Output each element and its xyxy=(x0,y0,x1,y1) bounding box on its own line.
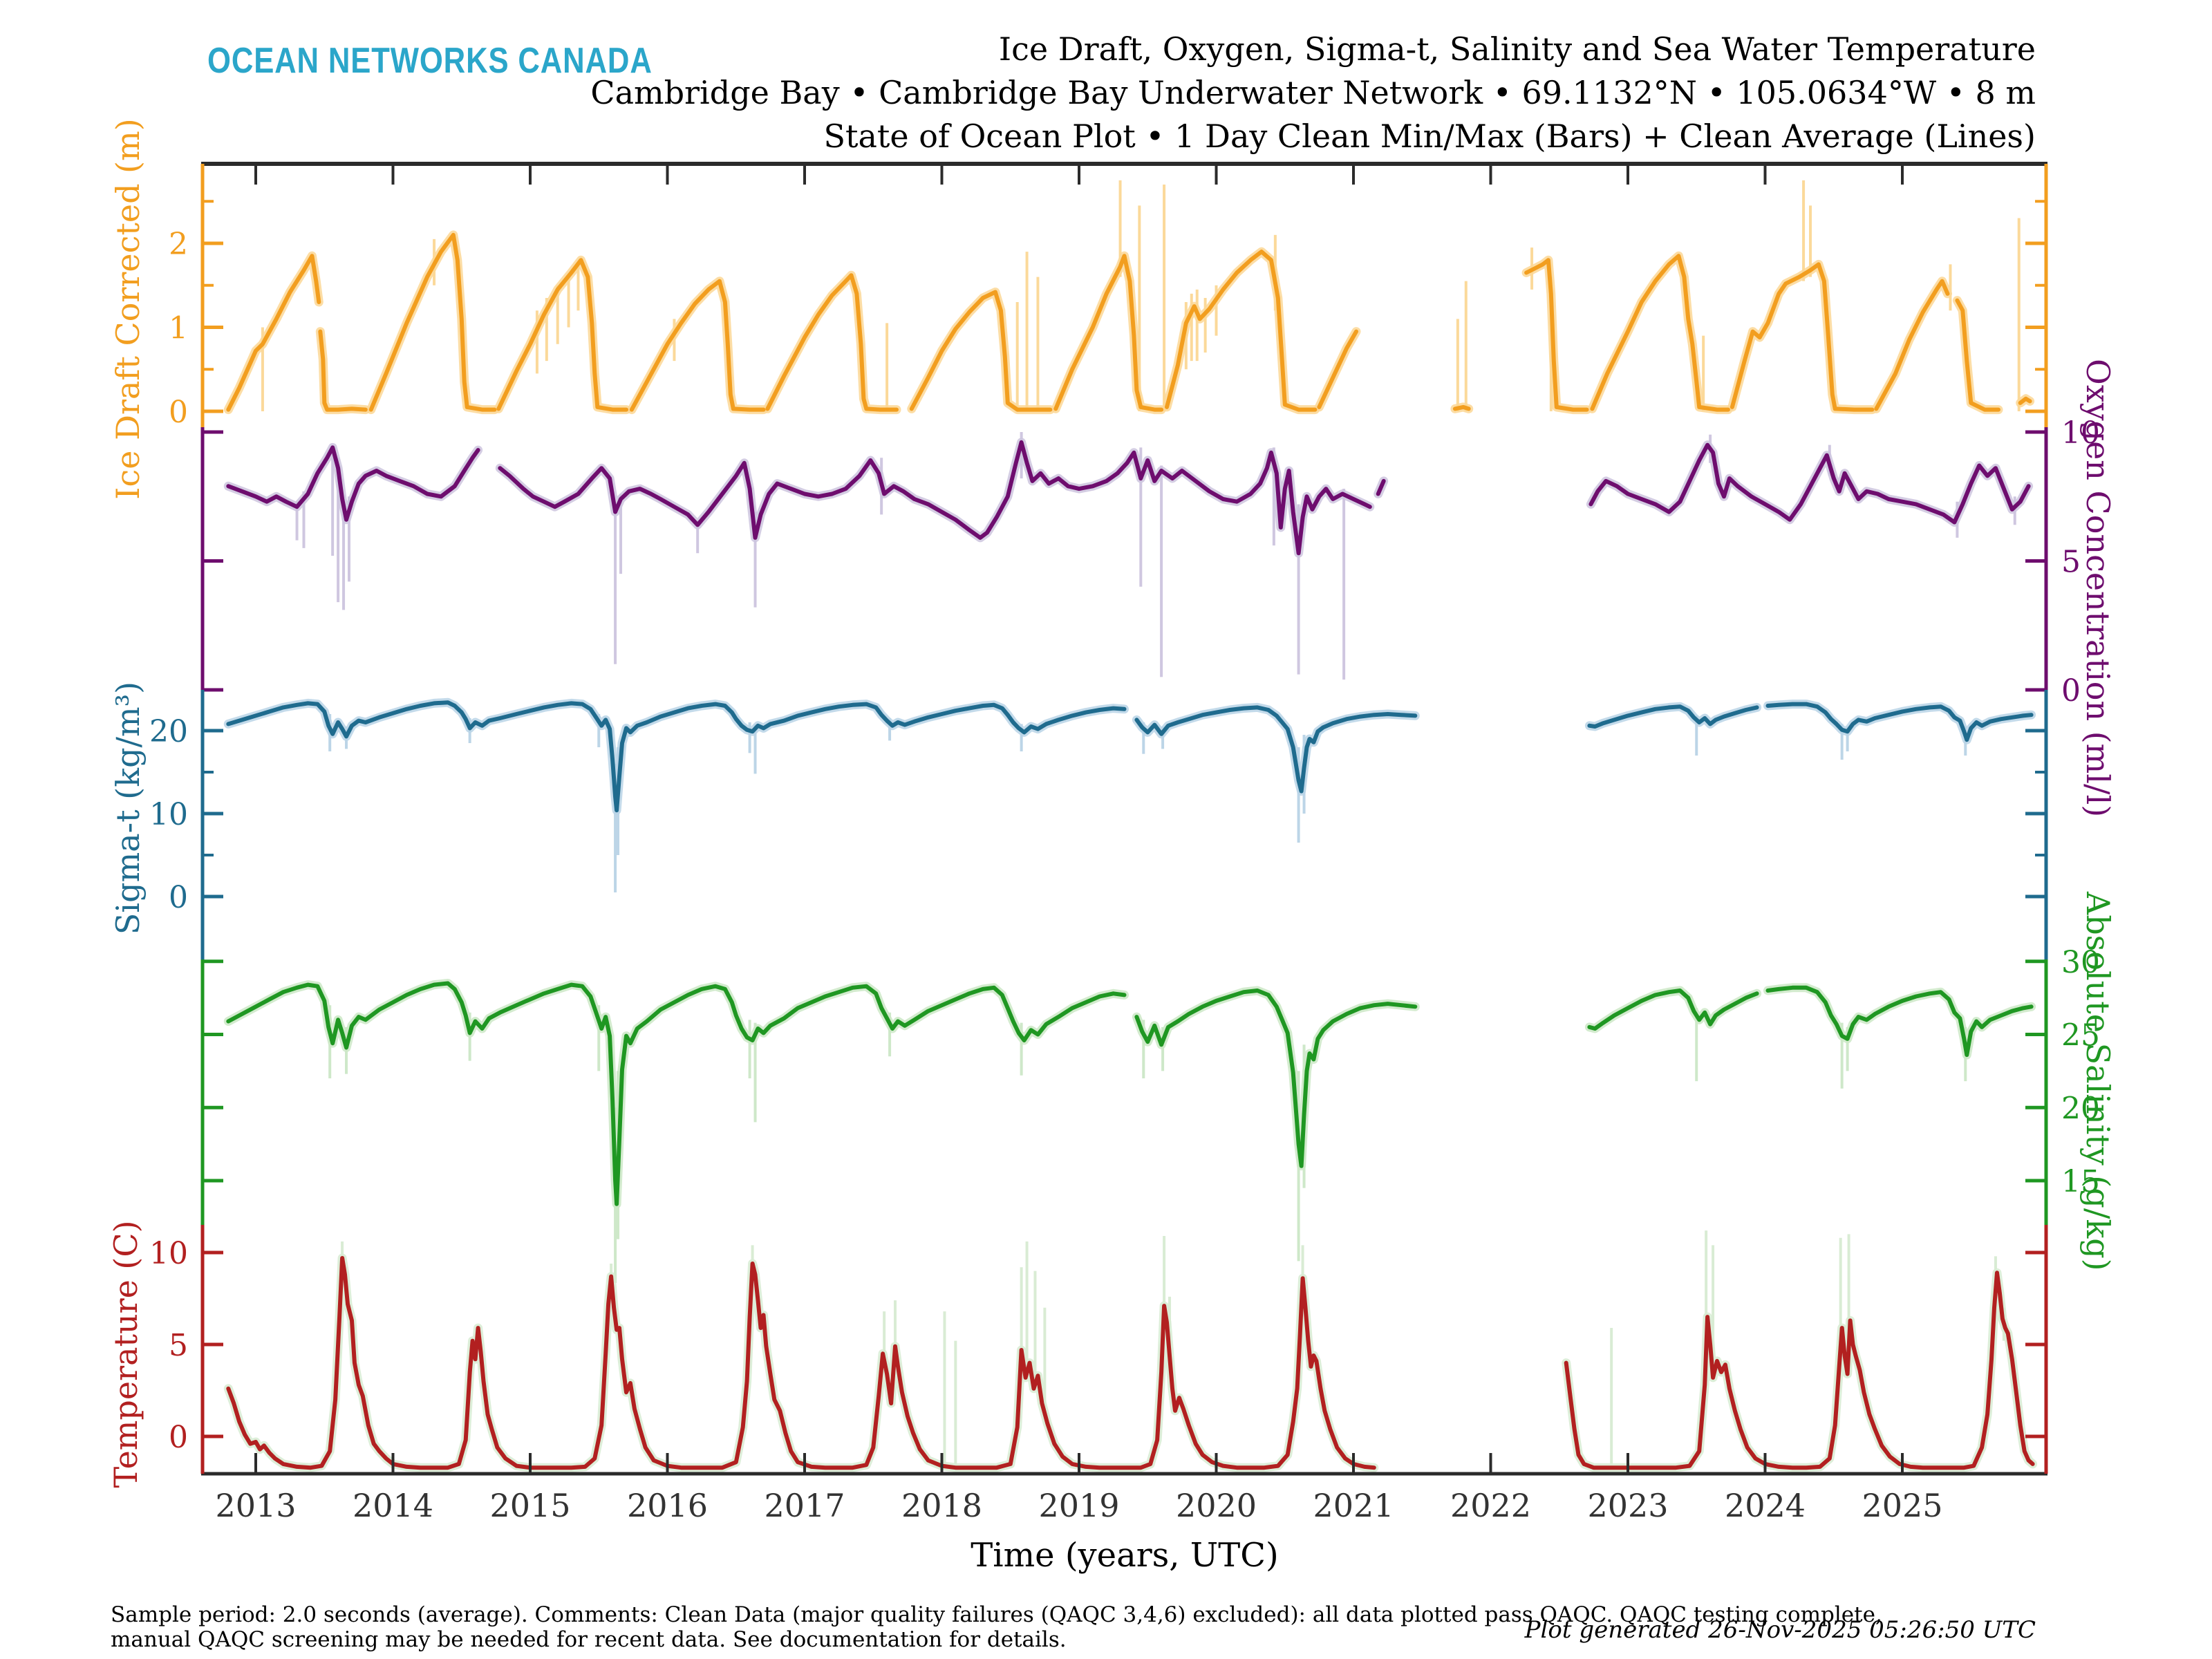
plot-generated-timestamp: Plot generated 26-Nov-2025 05:26:50 UTC xyxy=(1524,1616,2036,1644)
ice_draft-average-line xyxy=(765,273,899,412)
axis-title-salinity: Absolute Salinity (g/kg) xyxy=(2079,892,2117,1271)
oxygen-minmax-envelope xyxy=(495,438,1375,558)
sigma_t-average-line xyxy=(1765,702,2034,742)
oxygen-average-line xyxy=(1376,478,1386,496)
temperature-minmax-envelope xyxy=(223,1253,1379,1472)
x-axis-title: Time (years, UTC) xyxy=(971,1536,1279,1575)
plot-title-line-3: State of Ocean Plot • 1 Day Clean Min/Ma… xyxy=(823,118,2036,155)
year-label: 2022 xyxy=(1450,1487,1531,1524)
ice_draft-average-line xyxy=(2018,396,2032,405)
temperature-tick-label: 5 xyxy=(169,1328,188,1363)
temperature-average-line xyxy=(226,1256,1376,1470)
ice_draft-tick-label: 2 xyxy=(169,227,188,262)
temperature-average-line xyxy=(1564,1271,2035,1470)
oxygen-average-line xyxy=(1588,442,2031,525)
temperature-tick-label: 10 xyxy=(149,1236,188,1271)
salinity-tick-label: 20 xyxy=(2061,1091,2100,1126)
ice_draft-minmax-envelope xyxy=(315,327,371,415)
ice_draft-minmax-envelope xyxy=(907,288,1055,415)
ice_draft-tick-label: 1 xyxy=(169,311,188,346)
salinity-average-line xyxy=(1765,985,2034,1058)
sigma_t-tick-label: 20 xyxy=(149,714,188,749)
year-label: 2014 xyxy=(353,1487,433,1524)
ice_draft-average-line xyxy=(1053,254,1164,412)
sigma_t-tick-label: 10 xyxy=(149,797,188,832)
year-label: 2016 xyxy=(627,1487,708,1524)
salinity-minmax-envelope xyxy=(1584,986,1762,1033)
year-label: 2017 xyxy=(764,1487,845,1524)
ocean-networks-canada-logo: OCEAN NETWORKS CANADA xyxy=(207,41,653,81)
ice_draft-tick-label: 0 xyxy=(169,395,188,430)
ice_draft-average-line xyxy=(1590,254,1730,412)
ice_draft-average-line xyxy=(1955,298,2000,412)
plot-data-layer xyxy=(223,180,2038,1472)
ice_draft-minmax-envelope xyxy=(366,230,499,415)
plot-title-line-1: Ice Draft, Oxygen, Sigma-t, Salinity and… xyxy=(998,30,2036,68)
ice_draft-average-line xyxy=(318,329,368,412)
oxygen-tick-label: 5 xyxy=(2061,545,2081,580)
ice_draft-average-line xyxy=(909,290,1053,412)
ice_draft-average-line xyxy=(496,258,628,412)
ice_draft-average-line xyxy=(629,279,766,412)
oxygen-minmax-envelope xyxy=(223,442,483,525)
ice_draft-average-line xyxy=(226,254,321,412)
ice_draft-average-line xyxy=(368,232,497,412)
ice_draft-average-line xyxy=(1874,279,1950,411)
sigma_t-average-line xyxy=(1587,704,1759,729)
axis-title-sigma-t: Sigma-t (kg/m³) xyxy=(109,681,147,935)
axis-title-ice-draft: Ice Draft Corrected (m) xyxy=(109,118,147,500)
salinity-minmax-envelope xyxy=(1132,986,1420,1171)
year-label: 2021 xyxy=(1313,1487,1394,1524)
year-label: 2013 xyxy=(215,1487,296,1524)
salinity-tick-label: 30 xyxy=(2061,945,2100,980)
year-label: 2019 xyxy=(1038,1487,1119,1524)
year-label: 2025 xyxy=(1862,1487,1942,1524)
salinity-average-line xyxy=(1134,988,1418,1168)
year-label: 2018 xyxy=(901,1487,982,1524)
footer-comments-line-1: Sample period: 2.0 seconds (average). Co… xyxy=(111,1602,1882,1627)
year-label: 2024 xyxy=(1725,1487,1806,1524)
temperature-tick-label: 0 xyxy=(169,1420,188,1455)
ice_draft-minmax-envelope xyxy=(1587,251,1733,415)
ice_draft-average-line xyxy=(1317,329,1358,409)
salinity-tick-label: 25 xyxy=(2061,1018,2100,1053)
ice_draft-average-line xyxy=(1452,404,1471,411)
footer-comments-line-2: manual QAQC screening may be needed for … xyxy=(111,1627,1067,1652)
sigma_t-minmax-envelope xyxy=(223,697,1129,815)
sigma_t-tick-label: 0 xyxy=(169,880,188,915)
sigma_t-average-line xyxy=(226,700,1127,813)
ice_draft-average-line xyxy=(1165,250,1318,412)
ice_draft-average-line xyxy=(1730,262,1875,412)
oxygen-tick-label: 10 xyxy=(2061,415,2100,451)
sigma_t-minmax-envelope xyxy=(1584,702,1762,731)
plot-title-line-2: Cambridge Bay • Cambridge Bay Underwater… xyxy=(590,74,2036,111)
salinity-tick-label: 15 xyxy=(2061,1164,2100,1199)
axis-title-temperature: Temperature (C) xyxy=(107,1220,144,1488)
ice_draft-minmax-envelope xyxy=(1162,247,1320,415)
sigma_t-minmax-envelope xyxy=(1132,702,1420,796)
ice_draft-minmax-envelope xyxy=(1051,251,1166,415)
year-label: 2020 xyxy=(1176,1487,1257,1524)
axis-title-oxygen: Oxygen Concentration (ml/l) xyxy=(2079,359,2117,818)
oxygen-average-line xyxy=(498,440,1372,556)
sigma_t-average-line xyxy=(1134,705,1418,794)
ice_draft-average-line xyxy=(1524,258,1589,412)
year-label: 2015 xyxy=(489,1487,570,1524)
temperature-minmax-envelope xyxy=(1562,1268,2038,1472)
oxygen-average-line xyxy=(226,445,480,522)
salinity-average-line xyxy=(226,981,1127,1206)
salinity-average-line xyxy=(1587,988,1759,1031)
year-label: 2023 xyxy=(1587,1487,1668,1524)
oxygen-tick-label: 0 xyxy=(2061,673,2081,709)
